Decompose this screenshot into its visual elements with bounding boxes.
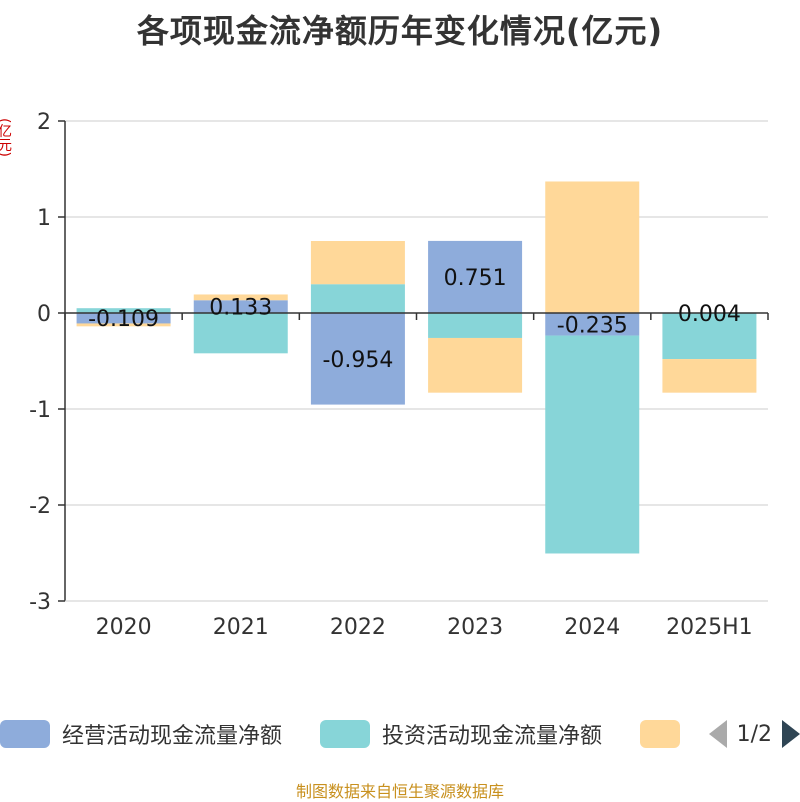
x-tick-label: 2021: [213, 615, 269, 640]
x-tick-label: 2020: [96, 615, 152, 640]
x-tick-label: 2022: [330, 615, 386, 640]
data-label: 0.133: [209, 296, 272, 321]
bar-series1-2024: [545, 335, 640, 554]
legend-swatch-financing: [640, 720, 680, 748]
bar-series1-2025H1: [662, 313, 757, 360]
data-label: -0.954: [322, 348, 393, 373]
legend-item-financing[interactable]: [640, 712, 680, 756]
bar-series0-2022: [310, 313, 405, 405]
y-tick-label: 1: [37, 206, 51, 231]
legend-item-operating[interactable]: 经营活动现金流量净额: [0, 712, 282, 756]
y-axis-unit: (亿元): [0, 118, 12, 157]
bar-series1-2020: [76, 308, 171, 313]
bar-series1-2021: [193, 313, 288, 354]
data-label: 0.004: [678, 302, 741, 327]
x-tick-label: 2024: [564, 615, 620, 640]
bar-series0-2023: [428, 240, 523, 313]
bar-series2-2021: [193, 294, 288, 301]
chart-title: 各项现金流净额历年变化情况(亿元): [136, 12, 664, 50]
data-label: 0.751: [444, 266, 507, 291]
bar-series2-2025H1: [662, 359, 757, 393]
bar-series2-2024: [545, 181, 640, 313]
data-label: -0.109: [88, 307, 159, 332]
y-tick-label: -2: [29, 494, 51, 519]
prev-page-icon[interactable]: [708, 720, 727, 748]
bar-series1-2022: [310, 284, 405, 313]
x-tick-label: 2025H1: [666, 615, 753, 640]
legend-page-indicator: 1/2: [736, 721, 772, 747]
legend-swatch-operating: [0, 720, 50, 748]
y-tick-label: -1: [29, 398, 51, 423]
x-tick-label: 2023: [447, 615, 503, 640]
bar-series0-2024: [545, 313, 640, 336]
legend-label-operating: 经营活动现金流量净额: [62, 724, 283, 749]
y-tick-label: -3: [29, 590, 51, 615]
legend-item-investing[interactable]: 投资活动现金流量净额: [320, 712, 602, 756]
legend-pager: 1/2: [708, 712, 800, 756]
bar-series2-2023: [428, 337, 523, 393]
legend-swatch-investing: [320, 720, 370, 748]
bar-series1-2023: [428, 313, 523, 338]
bar-series2-2020: [76, 323, 171, 327]
legend-label-investing: 投资活动现金流量净额: [382, 724, 603, 749]
y-tick-label: 2: [37, 110, 51, 135]
data-label: -0.235: [557, 313, 628, 338]
data-source-footer: 制图数据来自恒生聚源数据库: [295, 782, 504, 801]
bar-chart: 2 1 0 -1 -2 -3 2020 2021 2022 2023 2024 2025H1 -0.10…: [29, 110, 769, 640]
bar-series2-2022: [310, 241, 405, 285]
bar-series0-2021: [193, 300, 288, 313]
legend: 经营活动现金流量净额 投资活动现金流量净额 1/2: [0, 712, 800, 756]
y-tick-label: 0: [37, 302, 51, 327]
bar-series0-2020: [76, 313, 171, 324]
next-page-icon[interactable]: [782, 720, 800, 748]
